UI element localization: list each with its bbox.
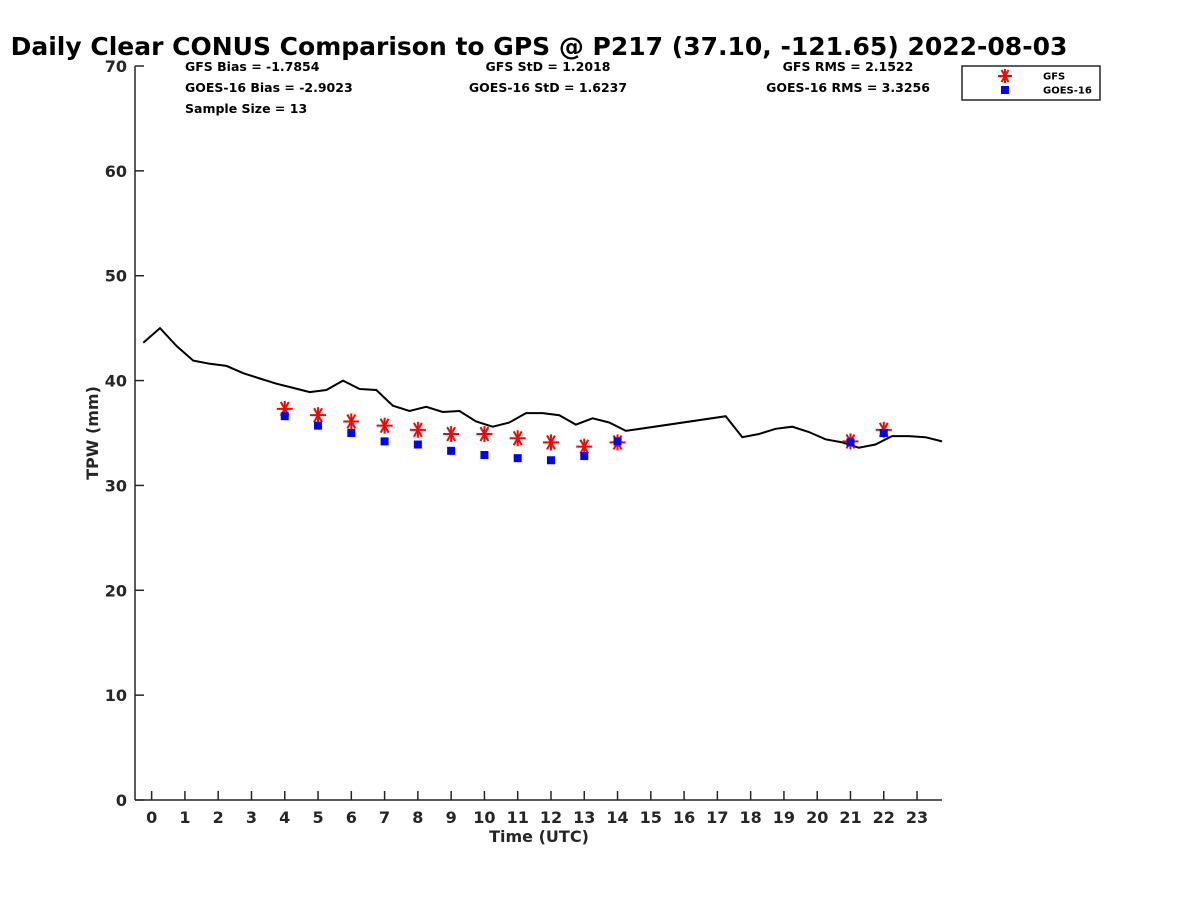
- gfs-point: [376, 417, 393, 434]
- legend-entry-label: GFS: [1043, 72, 1065, 83]
- gfs-point: [443, 426, 460, 443]
- gfs-point: [576, 438, 593, 455]
- x-tick-label: 16: [673, 808, 695, 827]
- x-tick-label: 1: [179, 808, 190, 827]
- legend: GFS GOES-16: [961, 65, 1101, 101]
- x-tick-label: 2: [213, 808, 224, 827]
- goes16-point: [546, 456, 555, 465]
- legend-entry-label: GOES-16: [1043, 86, 1092, 97]
- x-tick-label: 23: [906, 808, 928, 827]
- goes16-point: [613, 437, 622, 446]
- goes16-point: [480, 451, 489, 460]
- x-tick-label: 20: [806, 808, 828, 827]
- y-axis-label: TPW (mm): [83, 386, 102, 480]
- stat-label: GFS Bias = -1.7854: [185, 59, 320, 74]
- legend-goes16-marker: [1001, 86, 1009, 94]
- x-tick-label: 9: [446, 808, 457, 827]
- x-tick-label: 18: [740, 808, 762, 827]
- y-tick-label: 50: [105, 267, 127, 286]
- x-tick-label: 13: [573, 808, 595, 827]
- goes16-point: [879, 429, 888, 437]
- gfs-point: [509, 430, 526, 447]
- goes16-point: [580, 452, 589, 461]
- x-tick-label: 17: [706, 808, 728, 827]
- x-tick-label: 5: [312, 808, 323, 827]
- gfs-point: [343, 413, 360, 430]
- y-tick-label: 30: [105, 476, 127, 495]
- stat-label: GOES-16 Bias = -2.9023: [185, 80, 353, 95]
- goes16-point: [347, 429, 356, 437]
- legend-gfs-marker: [998, 69, 1012, 83]
- stat-label: GOES-16 StD = 1.6237: [469, 80, 627, 95]
- x-tick-label: 19: [773, 808, 795, 827]
- x-tick-label: 0: [146, 808, 157, 827]
- goes16-point: [280, 412, 289, 421]
- goes16-point: [413, 440, 422, 449]
- gfs-point: [409, 421, 426, 438]
- goes16-point: [447, 446, 456, 455]
- x-tick-label: 21: [839, 808, 861, 827]
- y-tick-label: 20: [105, 581, 127, 600]
- stat-label: Sample Size = 13: [185, 101, 307, 116]
- gfs-point: [476, 426, 493, 443]
- x-tick-label: 4: [279, 808, 290, 827]
- legend-box: [961, 65, 1101, 101]
- y-axis-ticks: 0 10 20 30 40 50 60 70: [105, 57, 144, 810]
- data-series: [142, 326, 943, 465]
- y-tick-label: 40: [105, 372, 127, 391]
- goes16-point: [846, 438, 855, 447]
- x-tick-label: 14: [606, 808, 628, 827]
- x-tick-label: 15: [640, 808, 662, 827]
- x-tick-label: 10: [473, 808, 495, 827]
- x-axis-label: Time (UTC): [489, 827, 589, 846]
- y-tick-label: 70: [105, 57, 127, 76]
- plot-axes: [134, 66, 942, 801]
- x-tick-label: 12: [540, 808, 562, 827]
- x-tick-label: 7: [379, 808, 390, 827]
- y-tick-label: 10: [105, 686, 127, 705]
- goes16-point: [314, 421, 323, 430]
- statistics-block: GFS Bias = -1.7854 GFS StD = 1.2018 GFS RM…: [185, 59, 930, 116]
- goes16-point: [380, 437, 389, 446]
- stat-label: GOES-16 RMS = 3.3256: [766, 80, 930, 95]
- chart-title: Daily Clear CONUS Comparison to GPS @ P2…: [11, 32, 1068, 61]
- gps-series-line: [142, 326, 943, 449]
- x-axis-ticks: 0 1 2 3 4 5 6 7 8 9 10 11 12 13 14 15 16 17 18 19 20 21 22 23: [146, 791, 928, 827]
- x-tick-label: 22: [873, 808, 895, 827]
- goes16-point: [513, 454, 522, 463]
- x-tick-label: 6: [346, 808, 357, 827]
- stat-label: GFS StD = 1.2018: [486, 59, 611, 74]
- y-tick-label: 0: [116, 791, 127, 810]
- gfs-point: [542, 434, 559, 451]
- x-tick-label: 3: [246, 808, 257, 827]
- x-tick-label: 8: [412, 808, 423, 827]
- stat-label: GFS RMS = 2.1522: [783, 59, 914, 74]
- x-tick-label: 11: [507, 808, 529, 827]
- y-tick-label: 60: [105, 162, 127, 181]
- gfs-point: [310, 407, 327, 424]
